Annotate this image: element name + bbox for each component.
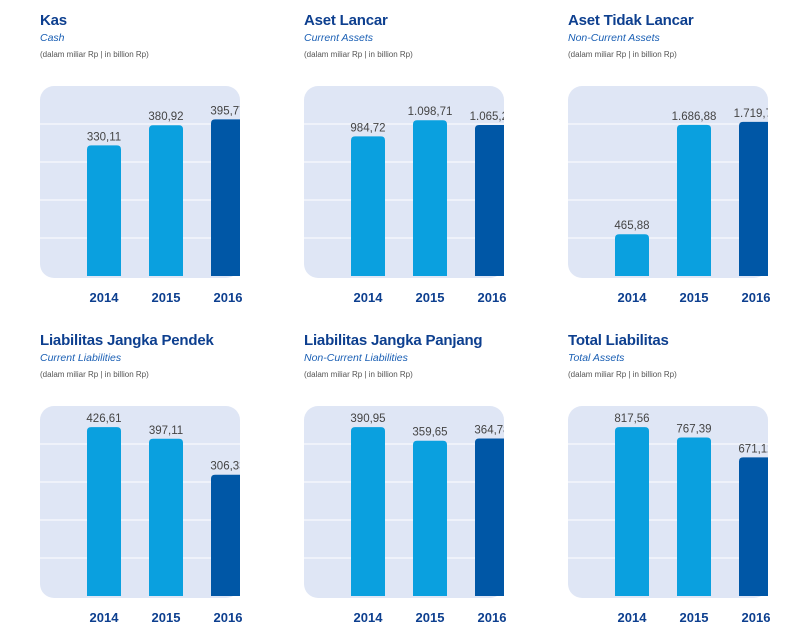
- bar-2016: [475, 438, 504, 596]
- data-label: 1.686,88: [672, 111, 717, 123]
- bar-2016: [739, 457, 768, 596]
- x-tick-label: 2014: [353, 290, 383, 305]
- chart-panel: Aset Tidak Lancar Non-Current Assets (dala…: [568, 0, 798, 310]
- bar-2015: [413, 440, 447, 596]
- bar-2015: [677, 437, 711, 596]
- x-tick-label: 2015: [415, 610, 445, 625]
- bar-2014: [615, 427, 649, 596]
- chart-panel: Kas Cash (dalam miliar Rp | in billion Rp)…: [40, 0, 270, 310]
- x-tick-label: 2016: [213, 610, 243, 625]
- chart-unit-label: (dalam miliar Rp | in billion Rp): [568, 370, 677, 379]
- bar-2014: [351, 427, 385, 596]
- x-tick-label: 2014: [617, 290, 647, 305]
- x-tick-label: 2015: [415, 290, 445, 305]
- chart-title: Aset Lancar: [304, 12, 388, 29]
- data-label: 671,12: [738, 443, 768, 455]
- x-tick-label: 2015: [679, 610, 709, 625]
- chart-title: Total Liabilitas: [568, 332, 669, 349]
- data-label: 984,72: [350, 122, 385, 134]
- chart-subtitle: Total Assets: [568, 352, 625, 364]
- chart-subtitle: Non-Current Liabilities: [304, 352, 408, 364]
- chart-subtitle: Cash: [40, 32, 65, 44]
- data-label: 426,61: [86, 413, 121, 425]
- bar-chart: 817,56 767,39 671,12: [568, 406, 768, 598]
- data-label: 306,33: [210, 461, 240, 473]
- x-tick-label: 2016: [741, 610, 771, 625]
- chart-subtitle: Current Assets: [304, 32, 374, 44]
- x-tick-label: 2016: [477, 610, 507, 625]
- chart-title: Kas: [40, 12, 67, 29]
- bar-2015: [149, 438, 183, 596]
- chart-background: [40, 406, 240, 598]
- bar-2014: [87, 427, 121, 596]
- bar-chart: 390,95 359,65 364,78: [304, 406, 504, 598]
- bar-chart: 426,61 397,11 306,33: [40, 406, 240, 598]
- data-label: 1.098,71: [408, 106, 453, 118]
- x-tick-label: 2016: [477, 290, 507, 305]
- bar-2016: [739, 121, 768, 276]
- data-label: 1.065,23: [470, 111, 504, 123]
- x-tick-label: 2016: [741, 290, 771, 305]
- data-label: 1.719,78: [734, 108, 768, 120]
- chart-background: [568, 86, 768, 278]
- data-label: 767,39: [676, 424, 711, 436]
- chart-subtitle: Current Liabilities: [40, 352, 122, 364]
- chart-background: [568, 406, 768, 598]
- chart-unit-label: (dalam miliar Rp | in billion Rp): [304, 370, 413, 379]
- bar-chart: 984,72 1.098,71 1.065,23: [304, 86, 504, 278]
- x-tick-label: 2014: [617, 610, 647, 625]
- bar-2014: [615, 234, 649, 276]
- data-label: 390,95: [350, 413, 385, 425]
- chart-panel: Liabilitas Jangka Pendek Current Liabilit…: [40, 320, 270, 630]
- chart-unit-label: (dalam miliar Rp | in billion Rp): [568, 50, 677, 59]
- data-label: 395,77: [210, 105, 240, 117]
- x-tick-label: 2014: [89, 290, 119, 305]
- data-label: 359,65: [412, 427, 447, 439]
- chart-unit-label: (dalam miliar Rp | in billion Rp): [304, 50, 413, 59]
- chart-subtitle: Non-Current Assets: [568, 32, 660, 44]
- bar-chart: 465,88 1.686,88 1.719,78: [568, 86, 768, 278]
- bar-2015: [677, 124, 711, 277]
- x-tick-label: 2015: [679, 290, 709, 305]
- x-tick-label: 2016: [213, 290, 243, 305]
- chart-title: Aset Tidak Lancar: [568, 12, 694, 29]
- x-tick-label: 2015: [151, 610, 181, 625]
- bar-2014: [351, 136, 385, 276]
- chart-unit-label: (dalam miliar Rp | in billion Rp): [40, 50, 149, 59]
- data-label: 364,78: [474, 424, 504, 436]
- data-label: 330,11: [87, 131, 121, 143]
- x-tick-label: 2014: [353, 610, 383, 625]
- chart-title: Liabilitas Jangka Pendek: [40, 332, 214, 349]
- bar-2016: [211, 119, 240, 276]
- data-label: 397,11: [149, 425, 183, 437]
- data-label: 465,88: [614, 220, 649, 232]
- data-label: 817,56: [614, 413, 649, 425]
- chart-panel: Aset Lancar Current Assets (dalam miliar R…: [304, 0, 534, 310]
- bar-2016: [475, 124, 504, 276]
- chart-panel: Liabilitas Jangka Panjang Non-Current Lia…: [304, 320, 534, 630]
- chart-unit-label: (dalam miliar Rp | in billion Rp): [40, 370, 149, 379]
- x-tick-label: 2015: [151, 290, 181, 305]
- chart-title: Liabilitas Jangka Panjang: [304, 332, 483, 349]
- data-label: 380,92: [148, 111, 183, 123]
- bar-2015: [413, 120, 447, 276]
- chart-panel: Total Liabilitas Total Assets (dalam milia…: [568, 320, 798, 630]
- bar-chart: 330,11 380,92 395,77: [40, 86, 240, 278]
- bar-2014: [87, 145, 121, 276]
- x-tick-label: 2014: [89, 610, 119, 625]
- bar-2016: [211, 474, 240, 596]
- bar-2015: [149, 125, 183, 276]
